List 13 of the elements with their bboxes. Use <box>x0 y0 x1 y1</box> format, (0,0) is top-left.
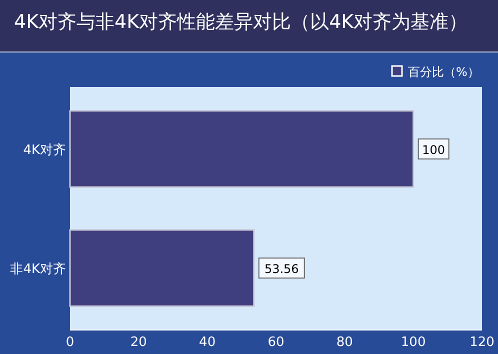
y-tick-label: 非4K对齐 <box>10 262 66 278</box>
x-tick-label: 0 <box>66 335 74 350</box>
chart-title: 4K对齐与非4K对齐性能差异对比（以4K对齐为基准） <box>14 11 468 33</box>
y-tick-label: 4K对齐 <box>23 142 66 158</box>
x-tick-label: 60 <box>268 335 284 350</box>
data-label: 100 <box>422 142 446 157</box>
x-tick-label: 100 <box>400 335 426 350</box>
x-tick-label: 40 <box>199 335 216 350</box>
x-tick-label: 80 <box>336 335 353 350</box>
legend-label: 百分比（%） <box>408 65 480 79</box>
x-tick-label: 120 <box>470 335 494 350</box>
x-tick-label: 20 <box>130 335 147 350</box>
data-label: 53.56 <box>264 262 299 276</box>
